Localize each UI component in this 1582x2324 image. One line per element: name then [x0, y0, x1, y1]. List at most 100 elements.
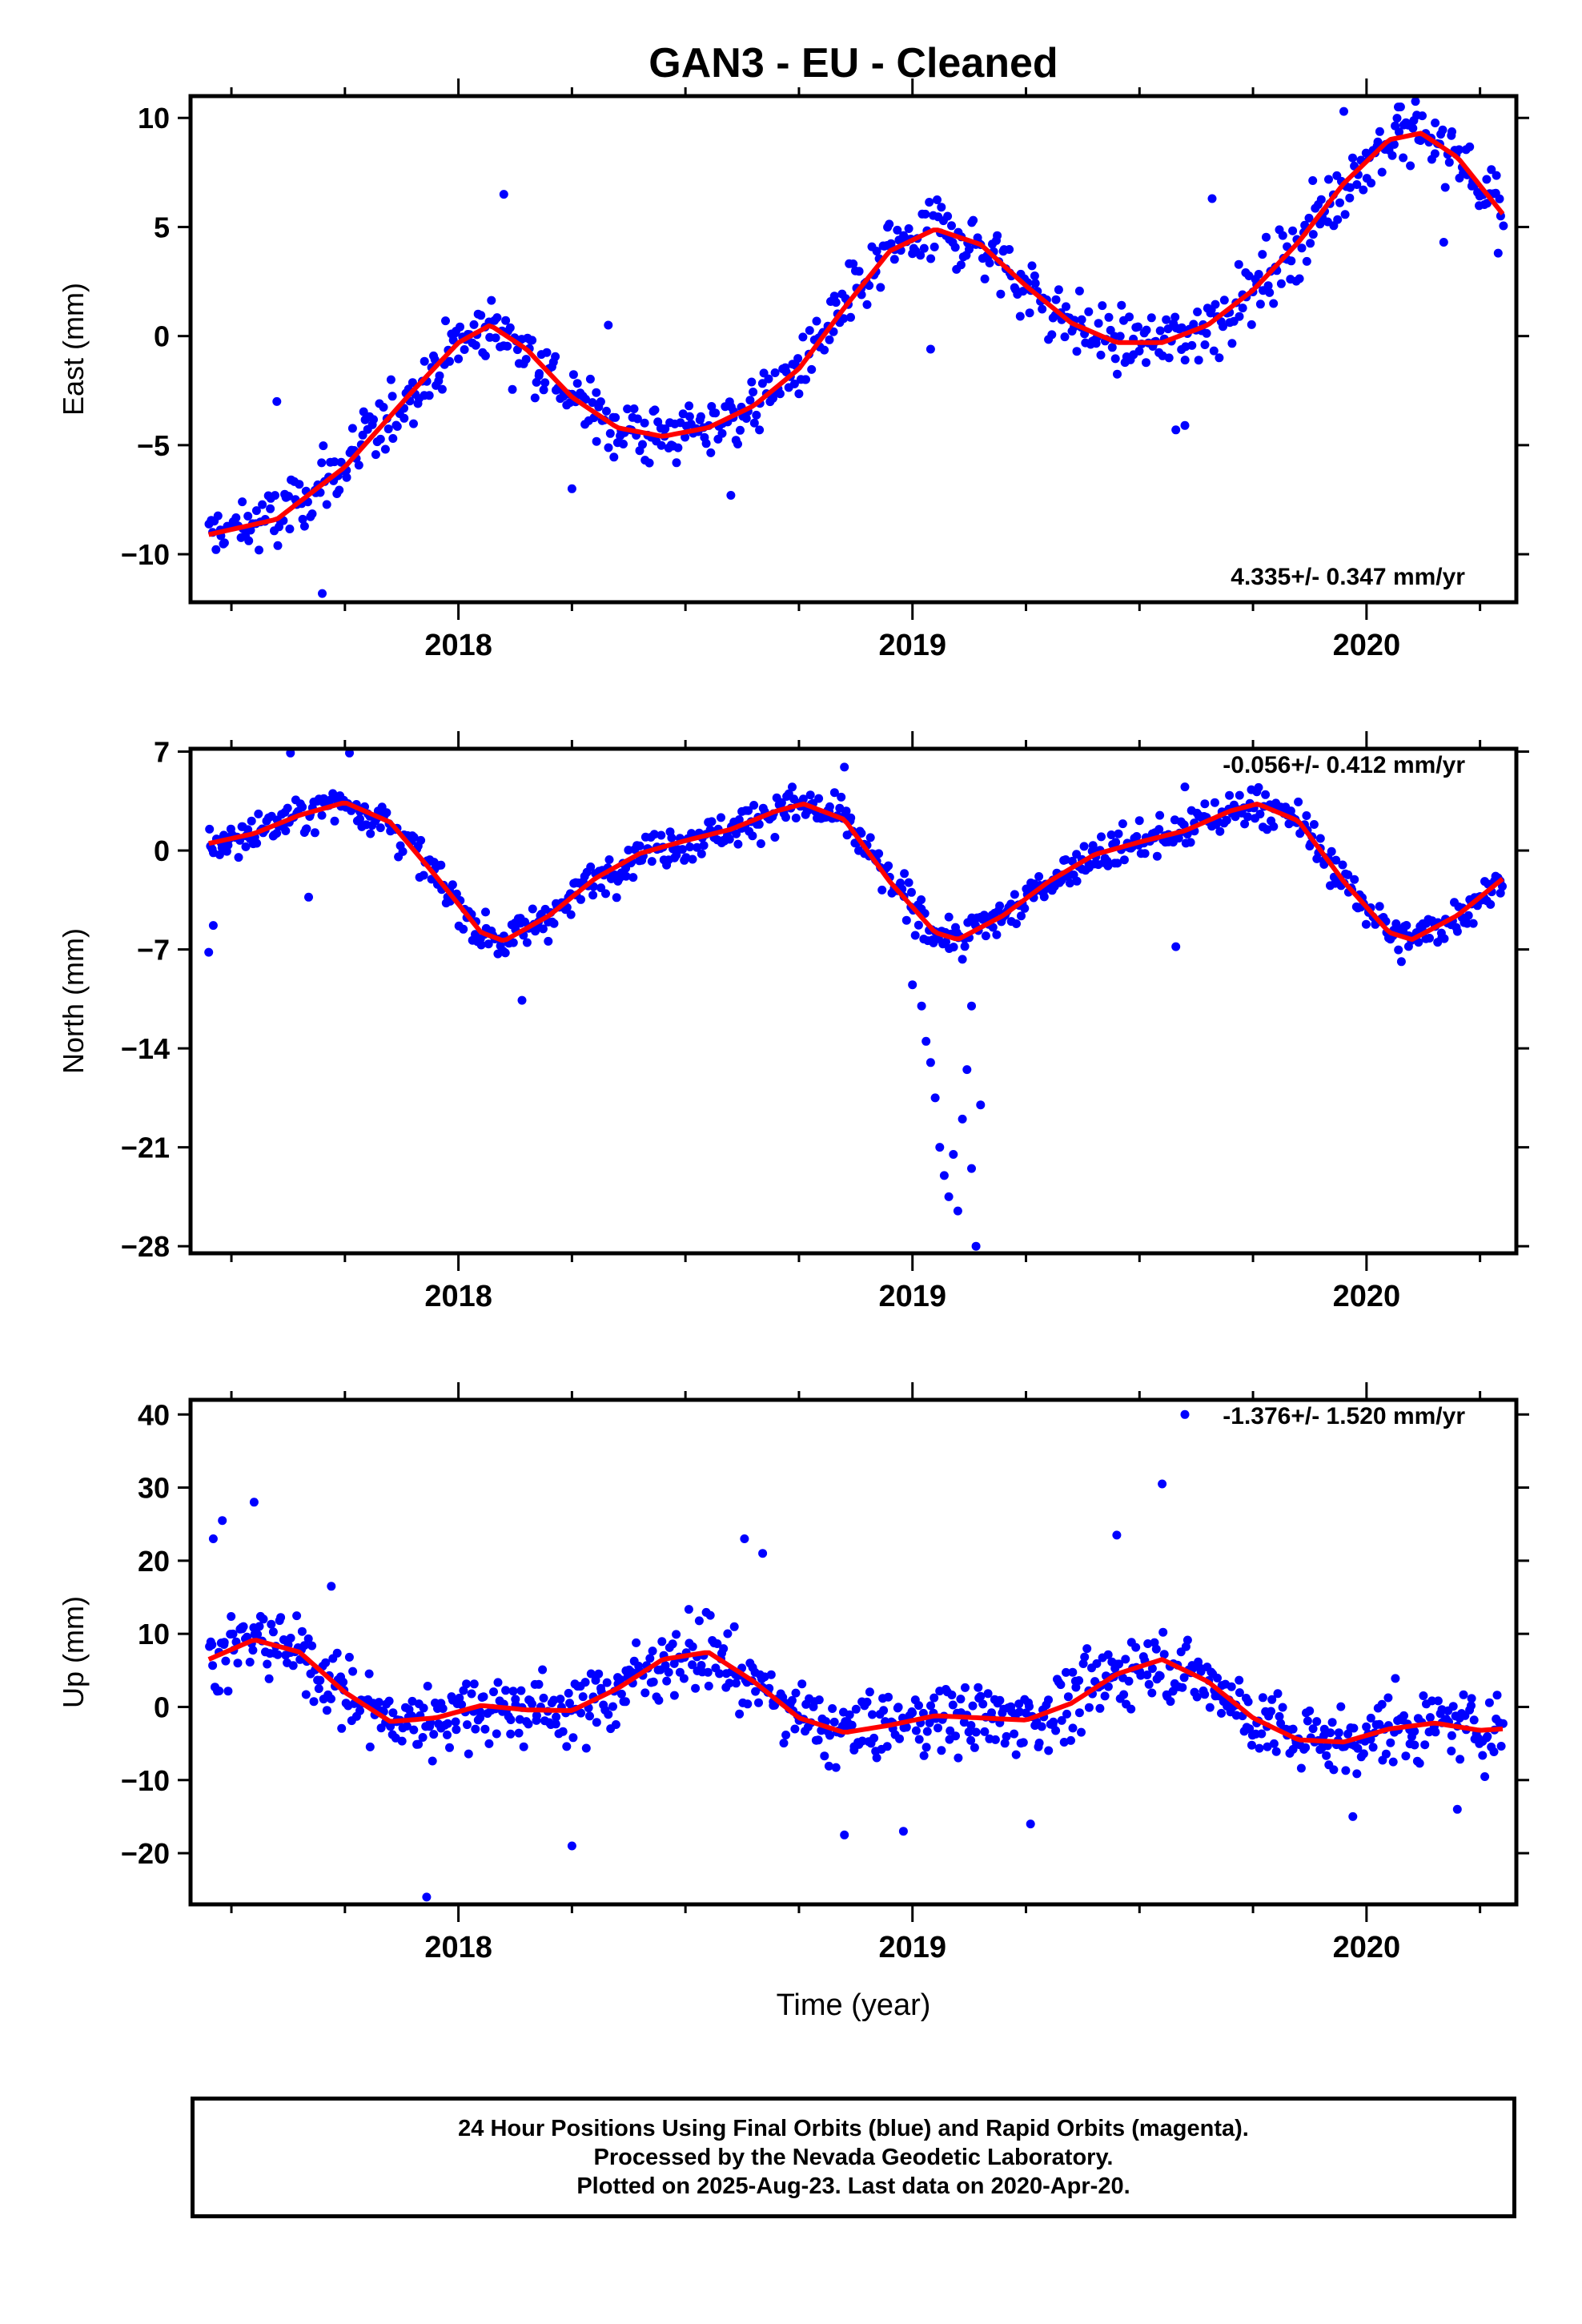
data-point — [684, 1605, 693, 1614]
data-point — [567, 484, 576, 493]
data-point — [273, 541, 283, 550]
data-point — [501, 316, 511, 325]
y-tick-label: −7 — [137, 934, 170, 967]
data-point — [317, 810, 327, 820]
data-point — [740, 1534, 749, 1543]
data-point — [965, 244, 974, 254]
data-point — [1200, 340, 1210, 349]
data-point — [1084, 1703, 1094, 1712]
data-point — [831, 1763, 841, 1772]
panel-up: 2018 2019 2020 −20 −10 0 10 20 30 40 Up (mm) -1.376… — [57, 1382, 1529, 1964]
data-point — [1155, 1671, 1165, 1681]
data-point — [441, 316, 450, 326]
data-point — [898, 1827, 908, 1836]
data-point — [307, 509, 317, 519]
y-tick-label: −28 — [121, 1230, 170, 1263]
data-point — [309, 1697, 319, 1707]
data-point — [364, 1669, 374, 1679]
data-point — [263, 1659, 272, 1669]
data-point — [985, 258, 994, 267]
data-point — [734, 815, 744, 824]
data-point — [971, 1241, 981, 1251]
data-point — [1276, 279, 1286, 288]
data-point — [1034, 872, 1044, 881]
data-point — [611, 412, 620, 422]
plot-frame — [188, 746, 1519, 1256]
data-point — [814, 1695, 824, 1705]
data-point — [1296, 1763, 1306, 1773]
data-point — [409, 419, 418, 428]
data-point — [1257, 1729, 1267, 1739]
data-point — [609, 452, 619, 462]
data-point — [588, 891, 598, 900]
data-point — [1219, 296, 1229, 305]
data-point — [435, 371, 444, 380]
data-point — [1263, 825, 1272, 834]
data-point — [1343, 870, 1353, 879]
data-point — [1324, 175, 1333, 184]
data-point — [379, 403, 388, 412]
data-point — [602, 406, 611, 416]
data-point — [791, 814, 801, 822]
data-point — [1402, 921, 1411, 930]
data-point — [807, 364, 817, 374]
data-point — [219, 538, 229, 548]
data-point — [1492, 1691, 1502, 1700]
data-point — [980, 274, 990, 283]
data-point — [1181, 1642, 1191, 1651]
data-point — [1340, 210, 1350, 219]
data-point — [605, 428, 615, 438]
data-point — [1427, 1696, 1437, 1706]
data-point — [542, 348, 552, 357]
data-point — [437, 384, 447, 394]
data-point — [505, 323, 515, 332]
data-point — [454, 354, 464, 364]
data-point — [568, 1733, 578, 1743]
data-point — [926, 344, 935, 354]
data-point — [1368, 1743, 1378, 1752]
data-point — [901, 1723, 911, 1732]
data-point — [1269, 299, 1279, 308]
data-point — [664, 1667, 673, 1677]
data-point — [1326, 1728, 1335, 1738]
data-point — [1431, 1727, 1440, 1737]
data-point — [508, 1687, 518, 1696]
data-point — [794, 389, 804, 399]
y-tick-label: −21 — [121, 1132, 170, 1164]
data-point — [1038, 304, 1047, 314]
data-point — [1106, 830, 1116, 839]
data-point — [1301, 1743, 1311, 1752]
data-point — [267, 1619, 276, 1629]
data-point — [1273, 1689, 1283, 1699]
data-point — [1254, 782, 1263, 792]
data-point — [713, 1639, 722, 1648]
data-point — [528, 1699, 536, 1709]
data-point — [756, 839, 765, 848]
data-point — [386, 375, 396, 384]
data-point — [273, 1650, 283, 1659]
data-point — [1498, 882, 1507, 891]
data-point — [286, 1634, 295, 1642]
data-point — [726, 491, 736, 500]
data-point — [221, 1656, 231, 1666]
data-point — [1134, 816, 1144, 826]
data-point — [1114, 1659, 1124, 1669]
data-point — [549, 919, 559, 928]
data-point — [268, 1627, 278, 1637]
data-point — [317, 458, 327, 468]
data-point — [1467, 1701, 1476, 1711]
data-point — [1209, 346, 1219, 356]
data-point — [1077, 315, 1086, 324]
data-point — [298, 802, 307, 812]
data-point — [1381, 1749, 1391, 1759]
data-point — [733, 440, 742, 448]
data-point — [1222, 815, 1231, 825]
data-point — [925, 198, 934, 207]
data-point — [1468, 919, 1478, 928]
data-point — [895, 1734, 904, 1743]
data-point — [1489, 1747, 1499, 1756]
data-point — [254, 809, 263, 818]
data-point — [492, 1729, 501, 1739]
data-point — [1026, 1819, 1035, 1829]
data-point — [1063, 1692, 1073, 1702]
